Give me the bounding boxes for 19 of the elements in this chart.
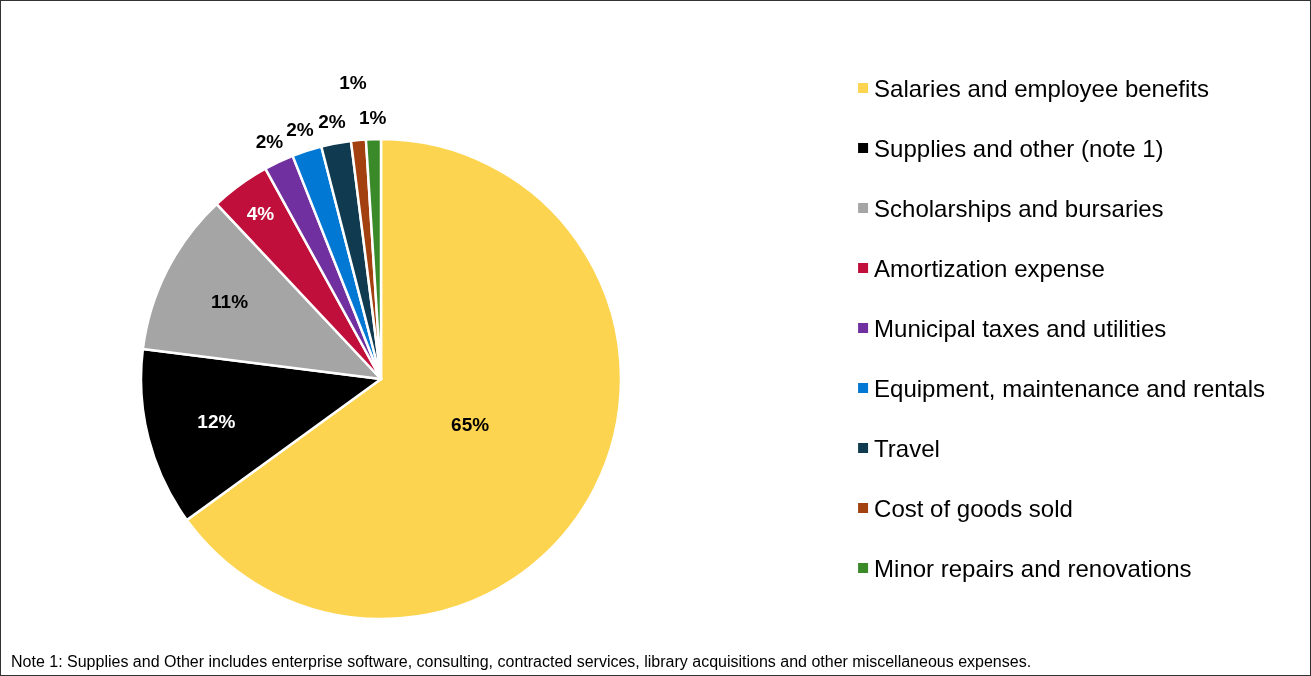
- legend-label: Minor repairs and renovations: [874, 554, 1192, 582]
- legend-label: Municipal taxes and utilities: [874, 314, 1167, 342]
- text: Note 1: Supplies and Other includes enterprise software, consulting, contracted services, library acquisitions and other miscellaneous expenses.: [11, 652, 1032, 670]
- data-label: 2%: [318, 111, 346, 133]
- legend-label: Salaries and employee benefits: [874, 74, 1209, 102]
- legend-label: Scholarships and bursaries: [874, 194, 1164, 222]
- legend-label: Travel: [874, 434, 940, 462]
- data-label: 12%: [197, 410, 236, 432]
- legend-label: Equipment, maintenance and rentals: [874, 374, 1266, 402]
- data-label: 4%: [246, 202, 275, 224]
- legend-label: Amortization expense: [874, 254, 1105, 282]
- data-label: 2%: [286, 119, 314, 141]
- data-label: 65%: [451, 413, 490, 435]
- data-label: 1%: [359, 106, 387, 128]
- legend-label: Supplies and other (note 1): [874, 134, 1164, 162]
- data-label: 11%: [211, 291, 249, 313]
- data-label: 2%: [255, 131, 284, 153]
- legend-label: Cost of goods sold: [874, 494, 1073, 522]
- data-label: 1%: [339, 71, 367, 93]
